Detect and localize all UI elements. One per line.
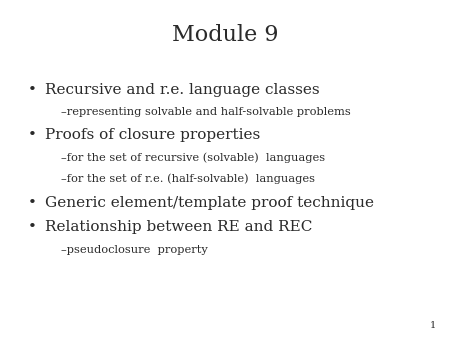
Text: 1: 1 (430, 320, 436, 330)
Text: •: • (28, 128, 37, 142)
Text: Generic element/template proof technique: Generic element/template proof technique (45, 196, 374, 210)
Text: Module 9: Module 9 (172, 24, 278, 47)
Text: •: • (28, 82, 37, 97)
Text: –representing solvable and half-solvable problems: –representing solvable and half-solvable… (61, 107, 351, 117)
Text: –pseudoclosure  property: –pseudoclosure property (61, 245, 207, 255)
Text: –for the set of r.e. (half-solvable)  languages: –for the set of r.e. (half-solvable) lan… (61, 173, 315, 184)
Text: Recursive and r.e. language classes: Recursive and r.e. language classes (45, 82, 320, 97)
Text: Relationship between RE and REC: Relationship between RE and REC (45, 220, 312, 234)
Text: –for the set of recursive (solvable)  languages: –for the set of recursive (solvable) lan… (61, 152, 325, 163)
Text: •: • (28, 220, 37, 234)
Text: Proofs of closure properties: Proofs of closure properties (45, 128, 260, 142)
Text: •: • (28, 196, 37, 210)
